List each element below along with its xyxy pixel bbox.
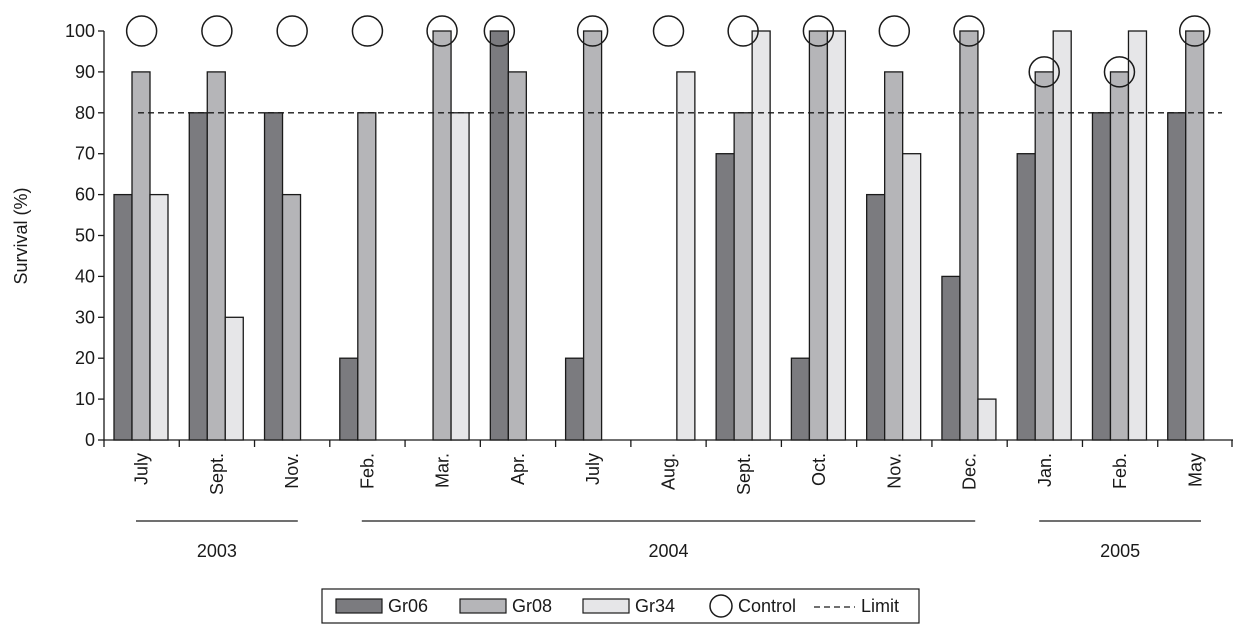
bar-gr06 xyxy=(790,357,811,441)
bar-gr08 xyxy=(357,112,377,441)
legend-label-gr34: Gr34 xyxy=(635,596,675,616)
x-tick-label: Nov. xyxy=(884,453,904,489)
year-group-label: 2005 xyxy=(1100,541,1140,561)
control-marker xyxy=(125,15,158,47)
x-tick-label: Sept. xyxy=(207,453,227,495)
control-marker xyxy=(878,15,911,47)
y-tick-label: 100 xyxy=(65,21,95,41)
x-tick-label: Nov. xyxy=(282,453,302,489)
bar-gr08 xyxy=(507,71,527,441)
control-marker xyxy=(426,15,458,47)
bar-gr08 xyxy=(432,30,452,441)
legend-swatch-gr08 xyxy=(459,598,507,614)
bar-gr34 xyxy=(977,398,997,441)
control-marker xyxy=(351,15,384,47)
bar-gr06 xyxy=(339,357,359,441)
bar-gr34 xyxy=(149,193,169,441)
bar-gr06 xyxy=(715,153,735,441)
control-marker xyxy=(953,15,985,47)
bar-gr34 xyxy=(751,30,771,441)
y-axis-title: Survival (%) xyxy=(11,187,31,284)
bar-gr06 xyxy=(564,357,585,441)
y-tick-label: 20 xyxy=(75,348,95,368)
x-tick-label: July xyxy=(132,453,152,485)
bar-gr06 xyxy=(188,112,208,441)
bar-gr06 xyxy=(1167,112,1187,441)
bar-gr06 xyxy=(941,275,961,441)
bar-gr34 xyxy=(450,112,470,441)
bar-gr08 xyxy=(281,193,302,441)
bar-gr06 xyxy=(866,193,886,441)
x-tick-label: Sept. xyxy=(734,453,754,495)
y-tick-label: 60 xyxy=(75,185,95,205)
y-tick-label: 90 xyxy=(75,62,95,82)
bar-gr08 xyxy=(206,71,226,441)
bar-gr34 xyxy=(826,30,847,441)
bar-gr34 xyxy=(1127,30,1148,441)
y-tick-label: 70 xyxy=(75,144,95,164)
legend: Gr06 Gr08 Gr34 Control Limit xyxy=(321,588,920,624)
bar-gr08 xyxy=(733,112,753,441)
bar-gr34 xyxy=(902,153,922,441)
plot-area: 0 10 20 30 40 50 60 70 80 90 100 July Sept. Nov. Feb. M… xyxy=(65,15,1233,561)
control-marker xyxy=(802,15,835,47)
bar-gr34 xyxy=(676,71,696,441)
bar-gr06 xyxy=(1016,153,1036,441)
x-tick-label: Jan. xyxy=(1035,453,1055,487)
legend-label-control: Control xyxy=(738,596,796,616)
bar-gr06 xyxy=(263,112,284,441)
bar-gr08 xyxy=(1109,71,1130,441)
bar-gr34 xyxy=(1052,30,1072,441)
bar-gr06 xyxy=(489,30,509,441)
bar-gr08 xyxy=(808,30,829,441)
x-tick-label: Aug. xyxy=(659,453,679,490)
legend-swatch-gr34 xyxy=(582,598,630,614)
year-group-label: 2003 xyxy=(197,541,237,561)
x-tick-label: Feb. xyxy=(357,453,377,489)
bar-gr08 xyxy=(131,71,151,441)
x-tick-label: Dec. xyxy=(960,453,980,490)
control-marker xyxy=(727,15,759,47)
control-marker xyxy=(1178,15,1211,47)
control-marker xyxy=(1103,56,1136,88)
control-marker xyxy=(576,15,609,47)
control-marker xyxy=(201,15,233,47)
bar-gr06 xyxy=(113,193,133,441)
legend-label-gr06: Gr06 xyxy=(388,596,428,616)
y-tick-label: 80 xyxy=(75,103,95,123)
x-tick-label: Oct. xyxy=(809,453,829,486)
bar-gr08 xyxy=(582,30,603,441)
bar-gr34 xyxy=(224,316,244,441)
x-tick-label: Feb. xyxy=(1110,453,1130,489)
year-group-label: 2004 xyxy=(648,541,688,561)
x-tick-label: July xyxy=(583,453,603,485)
legend-label-limit: Limit xyxy=(861,596,899,616)
x-tick-label: May xyxy=(1185,453,1205,487)
y-tick-label: 10 xyxy=(75,389,95,409)
bar-gr08 xyxy=(1034,71,1054,441)
control-marker xyxy=(652,15,685,47)
bar-gr08 xyxy=(884,71,904,441)
legend-control-marker xyxy=(709,594,733,618)
legend-swatch-gr06 xyxy=(335,598,383,614)
y-tick-label: 50 xyxy=(75,226,95,246)
y-tick-label: 0 xyxy=(85,430,95,450)
y-tick-label: 40 xyxy=(75,266,95,286)
legend-label-gr08: Gr08 xyxy=(512,596,552,616)
bar-gr08 xyxy=(959,30,979,441)
y-tick-label: 30 xyxy=(75,307,95,327)
control-marker xyxy=(1028,56,1060,88)
x-tick-label: Apr. xyxy=(508,453,528,485)
control-marker xyxy=(483,15,516,47)
control-marker xyxy=(276,15,308,47)
x-tick-label: Mar. xyxy=(433,453,453,488)
bar-gr06 xyxy=(1091,112,1112,441)
bar-gr08 xyxy=(1185,30,1205,441)
